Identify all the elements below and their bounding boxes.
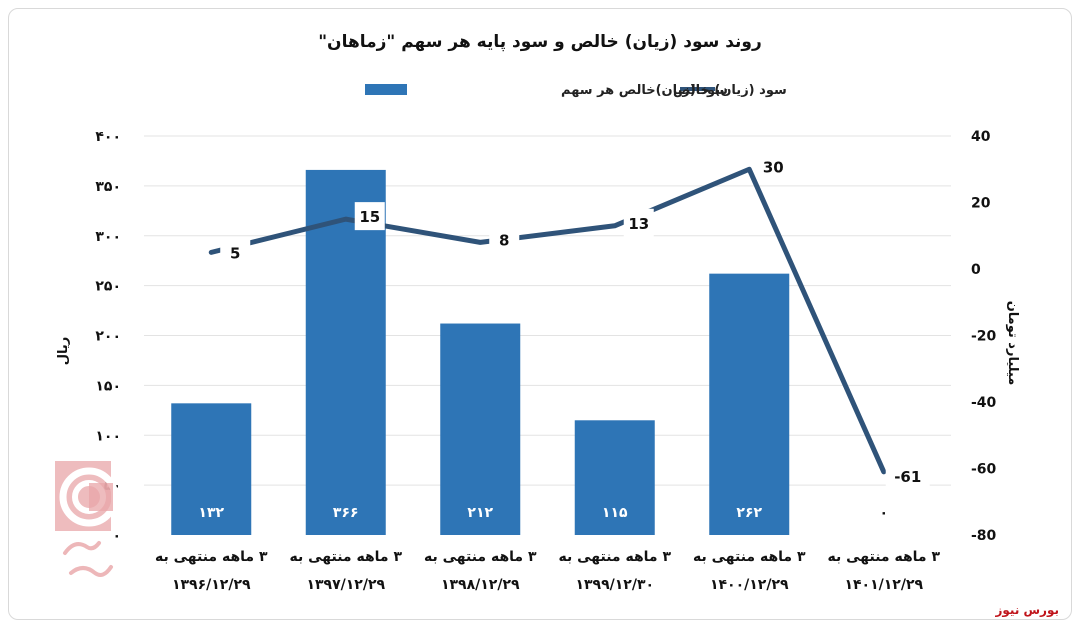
category-date-label: ۱۴۰۰/۱۲/۲۹: [710, 577, 789, 593]
category-date-label: ۱۳۹۷/۱۲/۲۹: [306, 577, 385, 593]
net-profit-line: [208, 166, 887, 475]
category-label: ۳ ماهه منتهی به: [289, 549, 402, 565]
bar-value-label: ۱۳۲: [198, 505, 224, 521]
bar: [709, 273, 790, 535]
bar-value-label: ۱۱۵: [602, 505, 628, 521]
category-label: ۳ ماهه منتهی به: [827, 549, 940, 565]
line-value-labels: 5 15 8 13 30 -61: [220, 152, 930, 490]
bar-value-label: ۰: [879, 505, 888, 521]
right-tick-label: 40: [971, 129, 991, 145]
category-label: ۳ ماهه منتهی به: [424, 549, 537, 565]
right-tick-label: -20: [971, 329, 997, 345]
bar-value-label: ۳۶۶: [333, 505, 359, 521]
line-label-box: [885, 461, 930, 490]
chart-frame: ۰۵۰۱۰۰۱۵۰۲۰۰۲۵۰۳۰۰۳۵۰۴۰۰ 40200-20-40-60-…: [8, 8, 1072, 620]
line-value-label: 13: [628, 215, 649, 233]
bar-value-label: ۲۶۲: [736, 505, 762, 521]
left-tick-label: ۲۵۰: [95, 279, 121, 295]
category-date-label: ۱۳۹۸/۱۲/۲۹: [441, 577, 520, 593]
line-point: [612, 223, 617, 228]
line-value-label: 8: [499, 231, 509, 249]
category-label: ۳ ماهه منتهی به: [693, 549, 806, 565]
right-tick-label: -80: [971, 528, 997, 544]
left-tick-label: ۰: [112, 528, 121, 544]
line-point: [747, 167, 752, 172]
chart-title: روند سود (زیان) خالص و سود پایه هر سهم "…: [318, 32, 762, 52]
category-date-label: ۱۴۰۱/۱۲/۲۹: [844, 577, 923, 593]
category-label: ۳ ماهه منتهی به: [155, 549, 268, 565]
bar: [440, 323, 521, 535]
bars: [171, 169, 790, 536]
bar: [171, 403, 252, 535]
bar: [574, 420, 655, 535]
bar-value-label: ۲۱۲: [467, 505, 493, 521]
line-point: [881, 469, 886, 474]
bar: [305, 169, 386, 536]
right-tick-label: 0: [971, 262, 981, 278]
category-labels: ۳ ماهه منتهی به ۱۳۹۶/۱۲/۲۹ ۳ ماهه منتهی به…: [155, 549, 941, 593]
right-tick-label: -40: [971, 395, 997, 411]
left-tick-label: ۳۵۰: [95, 179, 121, 195]
right-axis-label: میلیارد تومان: [1005, 301, 1020, 386]
line-label-box: [220, 238, 251, 267]
left-tick-label: ۱۰۰: [95, 428, 121, 444]
legend-item-bar: سود (زیان)خالص هر سهم: [365, 83, 728, 98]
left-axis-label: ریال: [56, 337, 71, 366]
legend-bar-label: سود (زیان)خالص هر سهم: [561, 83, 728, 98]
right-tick-label: 20: [971, 196, 991, 212]
source-credit: بورس نیوز: [995, 603, 1059, 617]
legend-item-line: سود (زیان) خالص: [673, 83, 787, 98]
left-tick-label: ۲۰۰: [95, 329, 121, 345]
left-tick-label: ۳۰۰: [95, 229, 121, 245]
legend-line-label: سود (زیان) خالص: [673, 83, 787, 98]
right-tick-label: -60: [971, 462, 997, 478]
line-value-label: 15: [359, 208, 380, 226]
line-point: [209, 250, 214, 255]
category-label: ۳ ماهه منتهی به: [558, 549, 671, 565]
bar-value-labels: ۱۳۲ ۳۶۶ ۲۱۲ ۱۱۵ ۲۶۲ ۰: [198, 505, 888, 521]
right-axis-ticks: 40 20 0 -20 -40 -60 -80: [971, 129, 997, 544]
left-tick-label: ۱۵۰: [95, 378, 121, 394]
category-date-label: ۱۳۹۹/۱۲/۳۰: [575, 577, 654, 593]
line-value-label: 30: [763, 158, 784, 176]
chart: ۰۵۰۱۰۰۱۵۰۲۰۰۲۵۰۳۰۰۳۵۰۴۰۰ 40200-20-40-60-…: [56, 32, 1020, 593]
line-label-box: [489, 225, 520, 254]
category-date-label: ۱۳۹۶/۱۲/۲۹: [172, 577, 251, 593]
line-label-box: [758, 152, 789, 181]
line-point: [478, 240, 483, 245]
bourse-news-logo-icon: [55, 461, 135, 601]
line-path: [208, 166, 887, 475]
legend: سود (زیان) خالص سود (زیان)خالص هر سهم: [365, 83, 787, 98]
grid-lines: [144, 135, 951, 486]
line-value-label: -61: [894, 468, 921, 486]
line-value-label: 5: [230, 244, 240, 262]
legend-bar-swatch: [365, 84, 407, 95]
left-tick-label: ۴۰۰: [95, 129, 121, 145]
line-label-box: [623, 208, 654, 237]
line-point: [343, 217, 348, 222]
line-label-box: [354, 202, 385, 231]
